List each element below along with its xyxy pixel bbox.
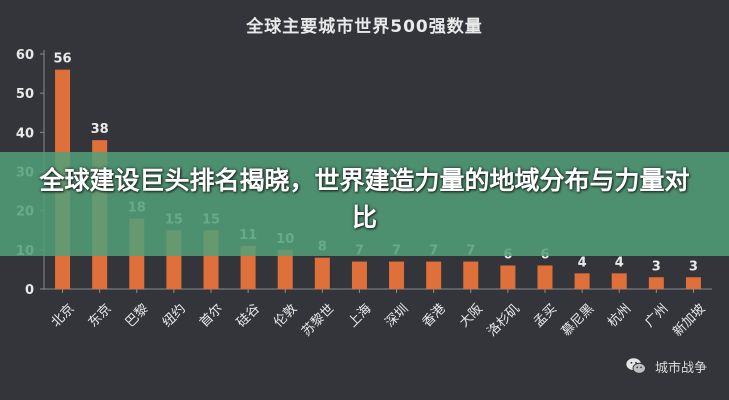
bar xyxy=(500,265,516,289)
chart-title: 全球主要城市世界500强数量 xyxy=(246,17,483,37)
x-tick-label: 大阪 xyxy=(457,301,486,330)
x-tick-label: 慕尼黑 xyxy=(559,301,597,339)
x-tick-label: 洛杉矶 xyxy=(485,301,523,339)
headline-text: 全球建设巨头排名揭晓，世界建造力量的地域分布与力量对比 xyxy=(39,166,690,232)
watermark-text: 城市战争 xyxy=(654,360,707,376)
x-tick-label: 杭州 xyxy=(605,301,634,330)
bar xyxy=(351,261,367,289)
bar xyxy=(611,273,627,289)
x-tick-label: 香港 xyxy=(420,301,449,330)
bar-value-label: 56 xyxy=(54,52,72,67)
bar-value-label: 38 xyxy=(91,122,109,137)
x-tick-label: 纽约 xyxy=(160,301,189,330)
x-tick-label: 首尔 xyxy=(197,301,226,330)
bar xyxy=(314,257,330,289)
bar-value-label: 3 xyxy=(652,259,661,274)
bar xyxy=(277,249,293,289)
watermark: 城市战争 xyxy=(625,355,707,377)
bar-value-label: 3 xyxy=(689,259,698,274)
x-tick-label: 北京 xyxy=(49,301,78,330)
headline-banner xyxy=(0,152,729,256)
bar xyxy=(389,261,405,289)
bar xyxy=(463,261,479,289)
x-tick-label: 东京 xyxy=(86,301,115,330)
bar xyxy=(240,245,256,289)
y-tick-label: 50 xyxy=(16,87,34,102)
x-tick-label: 苏黎世 xyxy=(298,301,337,340)
y-tick-label: 40 xyxy=(16,126,34,141)
x-tick-label: 伦敦 xyxy=(271,301,301,331)
x-tick-label: 广州 xyxy=(642,301,671,330)
bar-value-label: 4 xyxy=(578,255,587,270)
x-tick-label: 巴黎 xyxy=(123,301,152,330)
bar xyxy=(685,277,701,289)
x-tick-label: 深圳 xyxy=(383,301,412,330)
x-tick-label: 新加坡 xyxy=(670,301,709,340)
x-tick-label: 硅谷 xyxy=(234,301,263,330)
bar-value-label: 4 xyxy=(615,255,624,270)
bar xyxy=(648,277,664,289)
bar xyxy=(426,261,442,289)
x-tick-label: 上海 xyxy=(345,301,374,330)
bar xyxy=(574,273,590,289)
y-tick-label: 0 xyxy=(25,283,34,298)
y-tick-label: 60 xyxy=(16,48,34,63)
x-tick-label: 孟买 xyxy=(531,301,560,330)
wechat-icon xyxy=(626,358,646,374)
bar xyxy=(537,265,553,289)
